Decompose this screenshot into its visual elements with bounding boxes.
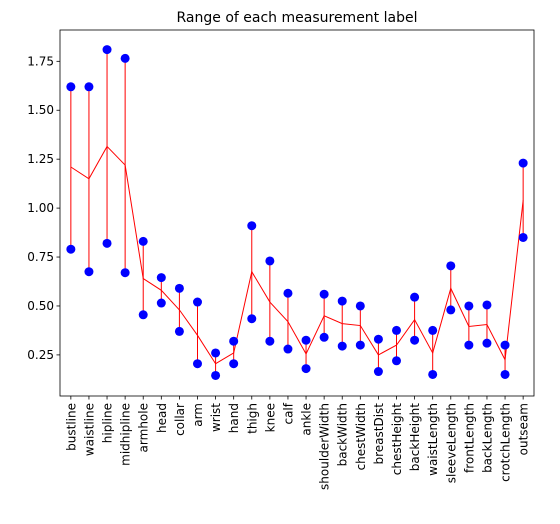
min-point-backHeight bbox=[410, 335, 420, 345]
min-point-frontLength bbox=[464, 340, 474, 350]
max-point-crotchLength bbox=[500, 340, 510, 350]
min-point-chestHeight bbox=[392, 356, 402, 366]
max-point-chestHeight bbox=[392, 325, 402, 335]
max-point-shoulderWidth bbox=[319, 289, 329, 299]
max-point-waistline bbox=[84, 82, 94, 92]
min-point-ankle bbox=[301, 364, 311, 374]
x-tick-label-bustline: bustline bbox=[64, 403, 78, 451]
min-point-armhole bbox=[138, 310, 148, 320]
x-tick-label-backHeight: backHeight bbox=[408, 403, 422, 471]
max-point-backHeight bbox=[410, 292, 420, 302]
x-tick-label-waistLength: waistLength bbox=[426, 403, 440, 476]
y-tick-label: 1.00 bbox=[27, 201, 54, 215]
max-point-frontLength bbox=[464, 301, 474, 311]
max-point-armhole bbox=[138, 236, 148, 246]
max-point-outseam bbox=[518, 158, 528, 168]
x-tick-label-collar: collar bbox=[173, 403, 187, 436]
max-point-hand bbox=[229, 336, 239, 346]
min-point-crotchLength bbox=[500, 369, 510, 379]
y-tick-label: 1.50 bbox=[27, 103, 54, 117]
max-point-breastDist bbox=[373, 334, 383, 344]
x-tick-label-outseam: outseam bbox=[517, 403, 531, 455]
min-point-waistline bbox=[84, 267, 94, 277]
min-point-outseam bbox=[518, 232, 528, 242]
min-point-collar bbox=[174, 326, 184, 336]
min-point-hand bbox=[229, 359, 239, 369]
axis-layer: 0.25 0.50 0.75 1.00 1.25 1.50 1.75 bustline wais… bbox=[27, 29, 535, 490]
min-point-backLength bbox=[482, 338, 492, 348]
min-point-wrist bbox=[211, 370, 221, 380]
y-tick-label: 1.75 bbox=[27, 54, 54, 68]
max-point-arm bbox=[192, 297, 202, 307]
min-point-head bbox=[156, 298, 166, 308]
y-tick-label: 1.25 bbox=[27, 152, 54, 166]
x-tick-label-thigh: thigh bbox=[245, 403, 259, 434]
max-point-calf bbox=[283, 288, 293, 298]
min-point-chestWidth bbox=[355, 340, 365, 350]
plot-frame bbox=[59, 29, 535, 397]
max-point-thigh bbox=[247, 221, 257, 231]
max-point-collar bbox=[174, 283, 184, 293]
x-tick-label-chestWidth: chestWidth bbox=[354, 403, 368, 470]
x-tick-label-frontLength: frontLength bbox=[462, 403, 476, 473]
min-point-shoulderWidth bbox=[319, 332, 329, 342]
mean-line bbox=[70, 145, 524, 365]
min-point-knee bbox=[265, 336, 275, 346]
min-point-sleeveLength bbox=[446, 305, 456, 315]
x-tick-label-chestHeight: chestHeight bbox=[390, 403, 404, 476]
min-point-waistLength bbox=[428, 369, 438, 379]
x-tick-label-arm: arm bbox=[191, 403, 205, 427]
max-point-bustline bbox=[66, 82, 76, 92]
max-point-knee bbox=[265, 256, 275, 266]
min-point-bustline bbox=[66, 244, 76, 254]
max-point-waistLength bbox=[428, 325, 438, 335]
min-point-hipline bbox=[102, 238, 112, 248]
max-point-head bbox=[156, 273, 166, 283]
max-point-hipline bbox=[102, 45, 112, 55]
data-layer bbox=[66, 45, 528, 380]
min-point-arm bbox=[192, 359, 202, 369]
x-tick-label-backWidth: backWidth bbox=[336, 403, 350, 466]
y-tick-label: 0.50 bbox=[27, 299, 54, 313]
x-tick-label-hipline: hipline bbox=[101, 403, 115, 443]
min-point-breastDist bbox=[373, 367, 383, 377]
max-point-wrist bbox=[211, 348, 221, 358]
x-tick-label-wrist: wrist bbox=[209, 403, 223, 432]
x-tick-label-ankle: ankle bbox=[300, 403, 314, 436]
min-point-calf bbox=[283, 344, 293, 354]
x-tick-label-knee: knee bbox=[263, 403, 277, 432]
min-point-backWidth bbox=[337, 341, 347, 351]
x-tick-label-backLength: backLength bbox=[480, 403, 494, 473]
max-point-midhipline bbox=[120, 53, 130, 63]
x-tick-label-shoulderWidth: shoulderWidth bbox=[318, 403, 332, 490]
max-point-backLength bbox=[482, 300, 492, 310]
x-tick-label-crotchLength: crotchLength bbox=[499, 403, 513, 482]
max-point-chestWidth bbox=[355, 301, 365, 311]
y-tick-label: 0.25 bbox=[27, 348, 54, 362]
x-tick-label-sleeveLength: sleeveLength bbox=[444, 403, 458, 483]
y-tick-label: 0.75 bbox=[27, 250, 54, 264]
x-tick-label-armhole: armhole bbox=[137, 403, 151, 452]
min-point-midhipline bbox=[120, 268, 130, 278]
x-tick-label-hand: hand bbox=[227, 403, 241, 433]
x-tick-label-head: head bbox=[155, 403, 169, 433]
x-tick-label-waistline: waistline bbox=[82, 403, 96, 456]
x-tick-label-midhipline: midhipline bbox=[119, 403, 133, 466]
chart-title: Range of each measurement label bbox=[177, 10, 418, 26]
max-point-ankle bbox=[301, 335, 311, 345]
x-tick-label-calf: calf bbox=[281, 402, 295, 424]
min-point-thigh bbox=[247, 314, 257, 324]
max-point-sleeveLength bbox=[446, 261, 456, 271]
max-point-backWidth bbox=[337, 296, 347, 306]
x-tick-label-breastDist: breastDist bbox=[372, 403, 386, 465]
